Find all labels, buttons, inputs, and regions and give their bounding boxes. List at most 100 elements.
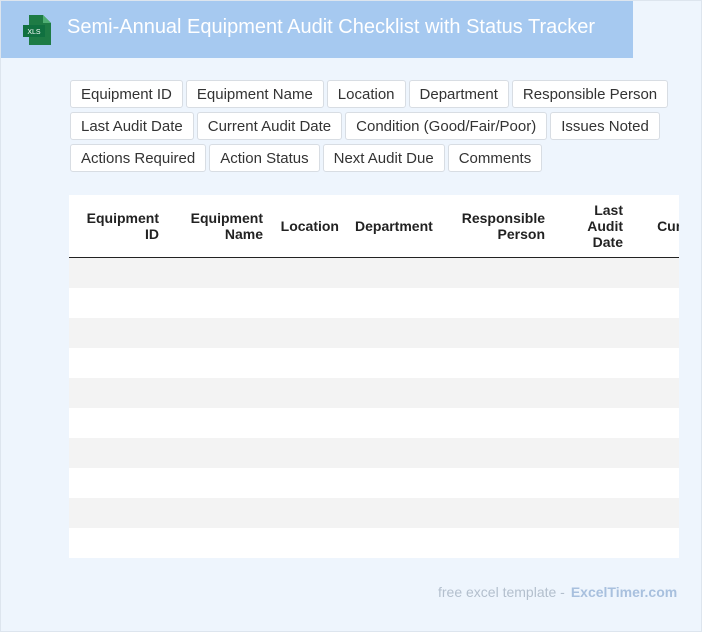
table-cell xyxy=(271,528,347,558)
table-cell xyxy=(167,468,271,498)
table-cell xyxy=(553,348,631,378)
table-cell xyxy=(435,378,553,408)
column-header: Current Audit Date xyxy=(631,195,679,258)
table-cell xyxy=(435,257,553,288)
table-cell xyxy=(553,318,631,348)
table-row xyxy=(69,318,679,348)
table-cell xyxy=(271,498,347,528)
table-cell xyxy=(69,378,167,408)
file-icon: XLS xyxy=(23,15,51,45)
table-cell xyxy=(631,348,679,378)
field-chip: Equipment Name xyxy=(185,80,324,108)
table-cell xyxy=(553,288,631,318)
field-chip: Equipment ID xyxy=(70,80,183,108)
column-header: Responsible Person xyxy=(435,195,553,258)
table-row xyxy=(69,408,679,438)
table-row xyxy=(69,468,679,498)
footer-text: free excel template - xyxy=(438,584,565,600)
header-banner: XLS Semi-Annual Equipment Audit Checklis… xyxy=(1,1,633,58)
table-cell xyxy=(271,348,347,378)
table-cell xyxy=(347,438,435,468)
table-cell xyxy=(69,438,167,468)
table-body xyxy=(69,257,679,559)
table-cell xyxy=(435,498,553,528)
field-chip: Condition (Good/Fair/Poor) xyxy=(345,112,548,140)
field-chip: Current Audit Date xyxy=(196,112,343,140)
table-cell xyxy=(271,318,347,348)
column-header: Equipment Name xyxy=(167,195,271,258)
table-cell xyxy=(347,348,435,378)
table-cell xyxy=(167,408,271,438)
table-cell xyxy=(347,288,435,318)
table-row xyxy=(69,288,679,318)
field-chip: Actions Required xyxy=(70,144,207,172)
table-cell xyxy=(69,257,167,288)
table-cell xyxy=(631,378,679,408)
table-cell xyxy=(347,257,435,288)
footer-link[interactable]: ExcelTimer.com xyxy=(570,584,678,600)
field-chip: Next Audit Due xyxy=(322,144,445,172)
header-row: Equipment ID Equipment Name Location Depart… xyxy=(69,195,679,258)
column-header: Last Audit Date xyxy=(553,195,631,258)
field-chip: Last Audit Date xyxy=(70,112,194,140)
table-cell xyxy=(69,468,167,498)
table-cell xyxy=(167,498,271,528)
table-cell xyxy=(631,438,679,468)
field-chip: Location xyxy=(326,80,406,108)
table-cell xyxy=(553,378,631,408)
table-cell xyxy=(435,528,553,558)
table-cell xyxy=(347,468,435,498)
icon-label: XLS xyxy=(27,29,41,36)
table-cell xyxy=(69,498,167,528)
field-chip: Department xyxy=(408,80,509,108)
table-cell xyxy=(435,348,553,378)
table-cell xyxy=(631,257,679,288)
table-cell xyxy=(69,318,167,348)
table-row xyxy=(69,378,679,408)
table-cell xyxy=(69,288,167,318)
table-cell xyxy=(553,438,631,468)
table-row xyxy=(69,438,679,468)
table-cell xyxy=(271,378,347,408)
table-cell xyxy=(167,438,271,468)
table-cell xyxy=(631,498,679,528)
table-cell xyxy=(435,438,553,468)
table-cell xyxy=(347,408,435,438)
table-cell xyxy=(167,257,271,288)
field-chip: Comments xyxy=(447,144,543,172)
table-cell xyxy=(167,378,271,408)
table-cell xyxy=(631,528,679,558)
table-cell xyxy=(435,408,553,438)
table-cell xyxy=(167,348,271,378)
table-row xyxy=(69,528,679,558)
table-row xyxy=(69,257,679,288)
table-cell xyxy=(631,288,679,318)
table-cell xyxy=(553,498,631,528)
table-cell xyxy=(553,528,631,558)
table-cell xyxy=(435,318,553,348)
field-list: Equipment ID Equipment Name Location Depart… xyxy=(70,80,670,172)
table-row xyxy=(69,348,679,378)
column-header: Equipment ID xyxy=(69,195,167,258)
table-cell xyxy=(69,408,167,438)
field-chip: Issues Noted xyxy=(550,112,660,140)
table-cell xyxy=(347,528,435,558)
footer: free excel template - ExcelTimer.com xyxy=(438,584,677,600)
table-cell xyxy=(435,468,553,498)
table-cell xyxy=(631,408,679,438)
table-cell xyxy=(347,498,435,528)
table-cell xyxy=(167,528,271,558)
table-cell xyxy=(167,318,271,348)
table-container: Equipment ID Equipment Name Location Depart… xyxy=(69,195,679,558)
column-header: Location xyxy=(271,195,347,258)
table-row xyxy=(69,498,679,528)
table-cell xyxy=(271,257,347,288)
table-cell xyxy=(553,257,631,288)
table-cell xyxy=(631,468,679,498)
page-title: Semi-Annual Equipment Audit Checklist wi… xyxy=(67,16,596,38)
table-cell xyxy=(69,348,167,378)
table-cell xyxy=(347,378,435,408)
table-cell xyxy=(271,438,347,468)
field-chip: Responsible Person xyxy=(511,80,669,108)
